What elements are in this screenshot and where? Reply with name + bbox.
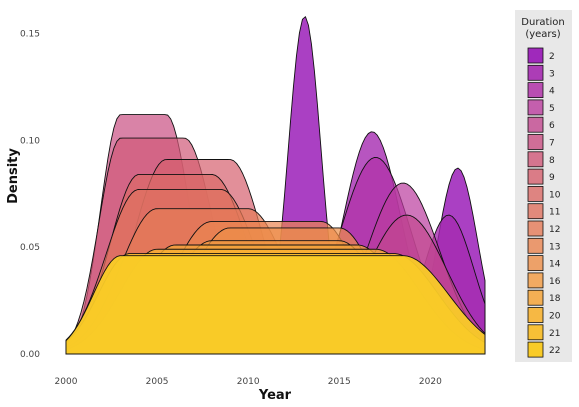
density-area-22 bbox=[65, 255, 486, 355]
x-tick-label: 2020 bbox=[419, 377, 442, 387]
legend-swatch-12 bbox=[527, 220, 544, 237]
legend-label-12: 12 bbox=[549, 225, 560, 235]
legend-swatch-2 bbox=[527, 47, 544, 64]
legend-swatch-21 bbox=[527, 324, 544, 341]
legend-label-21: 21 bbox=[549, 329, 560, 339]
x-tick-label: 2015 bbox=[328, 377, 351, 387]
x-tick-label: 2005 bbox=[146, 377, 169, 387]
x-tick-label: 2000 bbox=[55, 377, 78, 387]
x-tick-label: 2010 bbox=[237, 377, 260, 387]
legend-title-line2: (years) bbox=[525, 29, 560, 40]
legend-title-line1: Duration bbox=[521, 17, 564, 28]
y-tick-label: 0.15 bbox=[20, 29, 40, 39]
legend-label-22: 22 bbox=[549, 346, 560, 356]
legend-swatch-14 bbox=[527, 255, 544, 272]
plot-area bbox=[65, 16, 486, 355]
legend-label-7: 7 bbox=[549, 139, 555, 149]
legend-swatch-3 bbox=[527, 64, 544, 81]
legend-label-3: 3 bbox=[549, 69, 555, 79]
legend-label-8: 8 bbox=[549, 156, 555, 166]
legend-items: 2 3 4 5 6 7 8 9 10 11 12 13 14 16 18 20 21 22 bbox=[527, 47, 561, 358]
legend-label-13: 13 bbox=[549, 242, 560, 252]
legend-label-10: 10 bbox=[549, 190, 561, 200]
legend-swatch-4 bbox=[527, 82, 544, 98]
axes: 2000 2005 2010 2015 2020 0.00 0.05 0.10 0.15 bbox=[20, 29, 442, 387]
legend-label-20: 20 bbox=[549, 312, 561, 322]
y-tick-label: 0.05 bbox=[20, 243, 40, 253]
legend-swatch-20 bbox=[527, 307, 544, 323]
legend-swatch-9 bbox=[527, 168, 544, 185]
legend-swatch-10 bbox=[527, 185, 544, 202]
legend-swatch-13 bbox=[527, 237, 544, 254]
y-tick-label: 0.00 bbox=[20, 350, 40, 360]
legend-label-5: 5 bbox=[549, 104, 555, 114]
legend-swatch-18 bbox=[527, 289, 544, 306]
legend-swatch-7 bbox=[527, 134, 544, 150]
legend-label-18: 18 bbox=[549, 294, 561, 304]
legend-background bbox=[515, 10, 572, 362]
legend-label-14: 14 bbox=[549, 260, 561, 270]
legend: Duration (years) 23456789101112131416182… bbox=[515, 10, 572, 362]
legend-label-6: 6 bbox=[549, 121, 555, 131]
legend-swatch-16 bbox=[527, 272, 544, 289]
legend-swatch-6 bbox=[527, 116, 544, 133]
y-tick-label: 0.10 bbox=[20, 136, 40, 146]
legend-label-9: 9 bbox=[549, 173, 555, 183]
legend-label-11: 11 bbox=[549, 208, 560, 218]
legend-swatch-5 bbox=[527, 99, 544, 116]
x-axis-title: Year bbox=[258, 388, 292, 403]
legend-label-4: 4 bbox=[549, 87, 555, 97]
legend-swatch-8 bbox=[527, 151, 544, 168]
legend-swatch-22 bbox=[527, 341, 544, 358]
legend-label-16: 16 bbox=[549, 277, 561, 287]
legend-swatch-11 bbox=[527, 203, 544, 220]
y-axis-title: Density bbox=[6, 148, 21, 204]
legend-label-2: 2 bbox=[549, 52, 555, 62]
